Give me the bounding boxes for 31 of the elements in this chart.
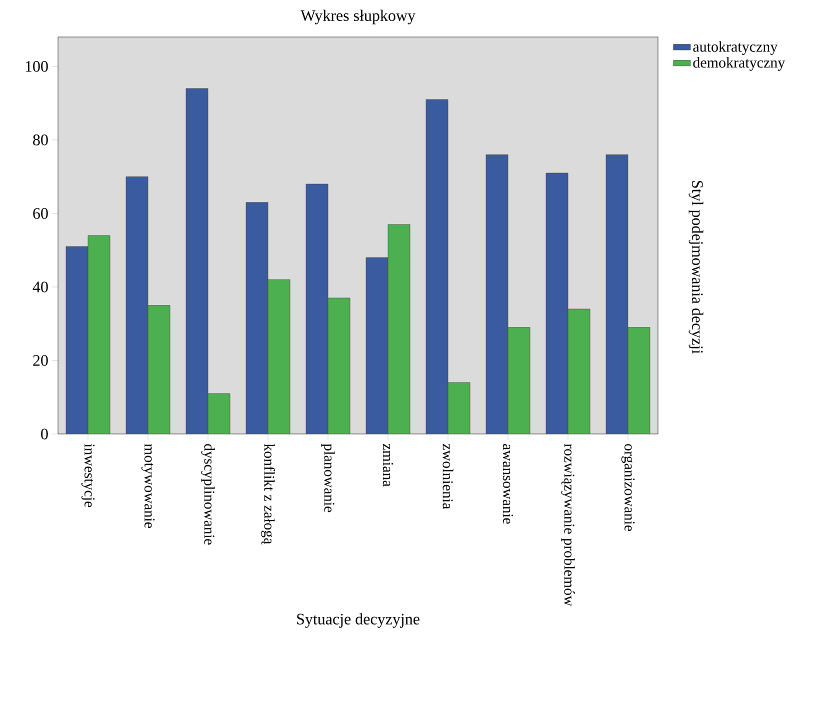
x-axis-title: Sytuacje decyzyjne bbox=[297, 613, 420, 628]
bar bbox=[606, 154, 628, 434]
bar bbox=[246, 202, 268, 434]
x-tick-label: inwestycje bbox=[81, 444, 95, 508]
bar bbox=[546, 172, 568, 434]
x-tick-label: awansowanie bbox=[502, 444, 514, 524]
x-tick-label: zwolnienia bbox=[442, 444, 454, 510]
y-tick-label: 100 bbox=[26, 61, 48, 72]
x-tick-label: rozwiązywanie problemów bbox=[561, 444, 575, 606]
bar bbox=[306, 184, 328, 434]
bar bbox=[486, 154, 508, 434]
x-tick-label: dyscyplinowanie bbox=[201, 444, 215, 545]
x-tick-label: organizowanie bbox=[621, 444, 635, 532]
legend-label: autokratyczny bbox=[693, 41, 778, 55]
chart-title: Wykres słupkowy bbox=[300, 10, 416, 24]
x-tick-label: planowanie bbox=[321, 444, 335, 512]
y-tick-label: 0 bbox=[41, 428, 48, 440]
legend-title: Styl podejmowania decyzji bbox=[688, 180, 704, 354]
x-tick-label: konflikt z załogą bbox=[261, 444, 275, 544]
x-tick-label: zmiana bbox=[382, 444, 394, 487]
bar bbox=[366, 257, 388, 434]
bar bbox=[126, 176, 148, 434]
legend-label: demokratyczny bbox=[693, 57, 786, 71]
bar bbox=[426, 99, 448, 434]
y-tick-label: 80 bbox=[33, 134, 48, 146]
bar bbox=[66, 246, 88, 434]
y-tick-label: 20 bbox=[33, 355, 48, 366]
x-tick-label: motywowanie bbox=[141, 444, 155, 528]
bar bbox=[186, 88, 208, 434]
y-tick-label: 60 bbox=[33, 208, 48, 219]
y-tick-label: 40 bbox=[32, 282, 48, 292]
